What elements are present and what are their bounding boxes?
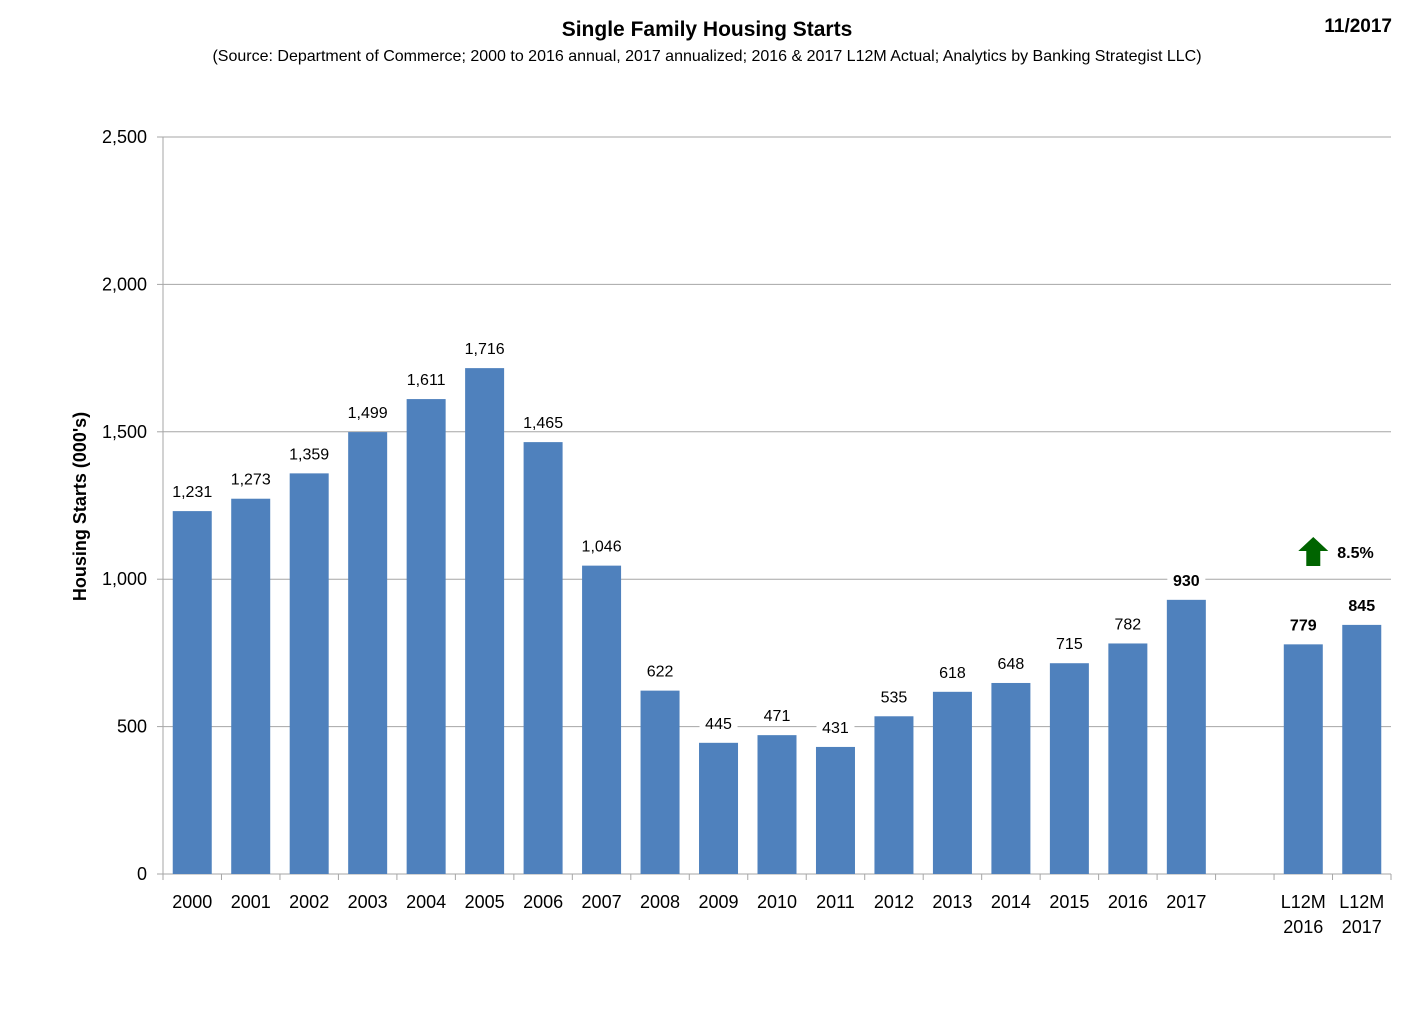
data-label: 622 xyxy=(647,664,674,681)
bar xyxy=(699,742,739,874)
data-label: 618 xyxy=(939,665,966,682)
data-label: 1,499 xyxy=(348,405,388,422)
data-label-bg xyxy=(1050,634,1089,654)
x-category-label: L12M xyxy=(1339,892,1384,912)
bar xyxy=(406,399,446,874)
y-tick-label: 1,500 xyxy=(102,422,147,442)
bar xyxy=(1283,644,1323,874)
data-label: 1,611 xyxy=(407,372,446,389)
x-category-label: 2009 xyxy=(699,892,739,912)
data-label-bg xyxy=(699,713,738,733)
data-label: 1,465 xyxy=(523,415,563,432)
data-label-bg xyxy=(1284,615,1323,635)
up-arrow-icon xyxy=(1298,537,1329,566)
data-label-bg xyxy=(933,662,972,682)
data-label: 648 xyxy=(998,656,1025,673)
x-category-label: 2004 xyxy=(406,892,446,912)
bar xyxy=(348,432,388,874)
data-labels: 1,231 1,273 1,359 1,499 1,611 1,716 1,465 1,046… xyxy=(172,341,1381,737)
data-label: 930 xyxy=(1173,573,1200,590)
data-label-bg xyxy=(816,717,855,737)
bar xyxy=(582,565,622,874)
bar xyxy=(231,498,271,874)
x-category-label: 2015 xyxy=(1049,892,1089,912)
bar xyxy=(640,690,680,874)
bar xyxy=(1342,624,1382,874)
bar xyxy=(874,716,914,874)
gridlines xyxy=(163,136,1391,728)
x-category-label: 2002 xyxy=(289,892,329,912)
bars xyxy=(172,368,1382,874)
x-category-label: 2003 xyxy=(348,892,388,912)
x-category-label: 2008 xyxy=(640,892,680,912)
bar xyxy=(991,682,1031,874)
chart-title: Single Family Housing Starts xyxy=(561,18,853,41)
data-label-bg xyxy=(1167,570,1206,590)
x-category-label: 2017 xyxy=(1166,892,1206,912)
x-category-label: 2011 xyxy=(816,892,855,912)
x-category-label: 2016 xyxy=(1108,892,1148,912)
y-tick-label: 1,000 xyxy=(102,569,147,589)
x-category-label: L12M xyxy=(1281,892,1326,912)
bar xyxy=(523,442,563,874)
report-date: 11/2017 xyxy=(1324,16,1392,37)
bar xyxy=(757,735,797,874)
data-label: 782 xyxy=(1115,616,1142,633)
bar xyxy=(289,473,329,874)
x-category-label: 2016 xyxy=(1283,917,1323,937)
data-label-bg xyxy=(991,653,1030,673)
chart-subtitle: (Source: Department of Commerce; 2000 to… xyxy=(212,48,1202,65)
x-category-label: 2017 xyxy=(1342,917,1382,937)
data-label-bg xyxy=(758,706,796,726)
bar xyxy=(172,511,212,874)
x-category-label: 2007 xyxy=(582,892,622,912)
data-label: 431 xyxy=(822,720,849,737)
y-tick-label: 500 xyxy=(117,717,147,737)
data-label-bg xyxy=(1342,595,1381,615)
data-label: 715 xyxy=(1056,636,1083,653)
bar xyxy=(1108,643,1148,874)
data-label: 471 xyxy=(764,708,791,725)
x-category-label: 2010 xyxy=(757,892,797,912)
x-category-label: 2006 xyxy=(523,892,563,912)
bar xyxy=(1166,599,1206,874)
y-tick-label: 0 xyxy=(137,864,147,884)
data-label: 1,359 xyxy=(289,446,329,463)
data-label: 1,231 xyxy=(172,484,212,501)
bar xyxy=(1049,663,1089,874)
x-category-label: 2013 xyxy=(932,892,972,912)
y-tick-label: 2,500 xyxy=(102,127,147,147)
x-category-label: 2014 xyxy=(991,892,1031,912)
x-category-label: 2001 xyxy=(231,892,271,912)
data-label: 1,273 xyxy=(231,472,271,489)
annotations: 8.5% xyxy=(1298,537,1374,566)
bar xyxy=(465,368,505,874)
data-label-bg xyxy=(641,661,680,681)
data-label: 1,716 xyxy=(465,341,505,358)
x-category-label: 2012 xyxy=(874,892,914,912)
x-category-label: 2005 xyxy=(465,892,505,912)
data-label-bg xyxy=(1108,614,1147,634)
data-label: 845 xyxy=(1348,598,1375,615)
x-category-label: 2000 xyxy=(172,892,212,912)
growth-percent-label: 8.5% xyxy=(1337,545,1373,562)
bar xyxy=(932,691,972,874)
data-label: 535 xyxy=(881,689,908,706)
y-tick-label: 2,000 xyxy=(102,274,147,294)
bar xyxy=(815,746,855,874)
y-axis-label: Housing Starts (000's) xyxy=(70,412,90,601)
data-label: 779 xyxy=(1290,617,1317,634)
data-label: 1,046 xyxy=(582,539,622,556)
data-label-bg xyxy=(874,687,913,707)
data-label: 445 xyxy=(705,716,732,733)
